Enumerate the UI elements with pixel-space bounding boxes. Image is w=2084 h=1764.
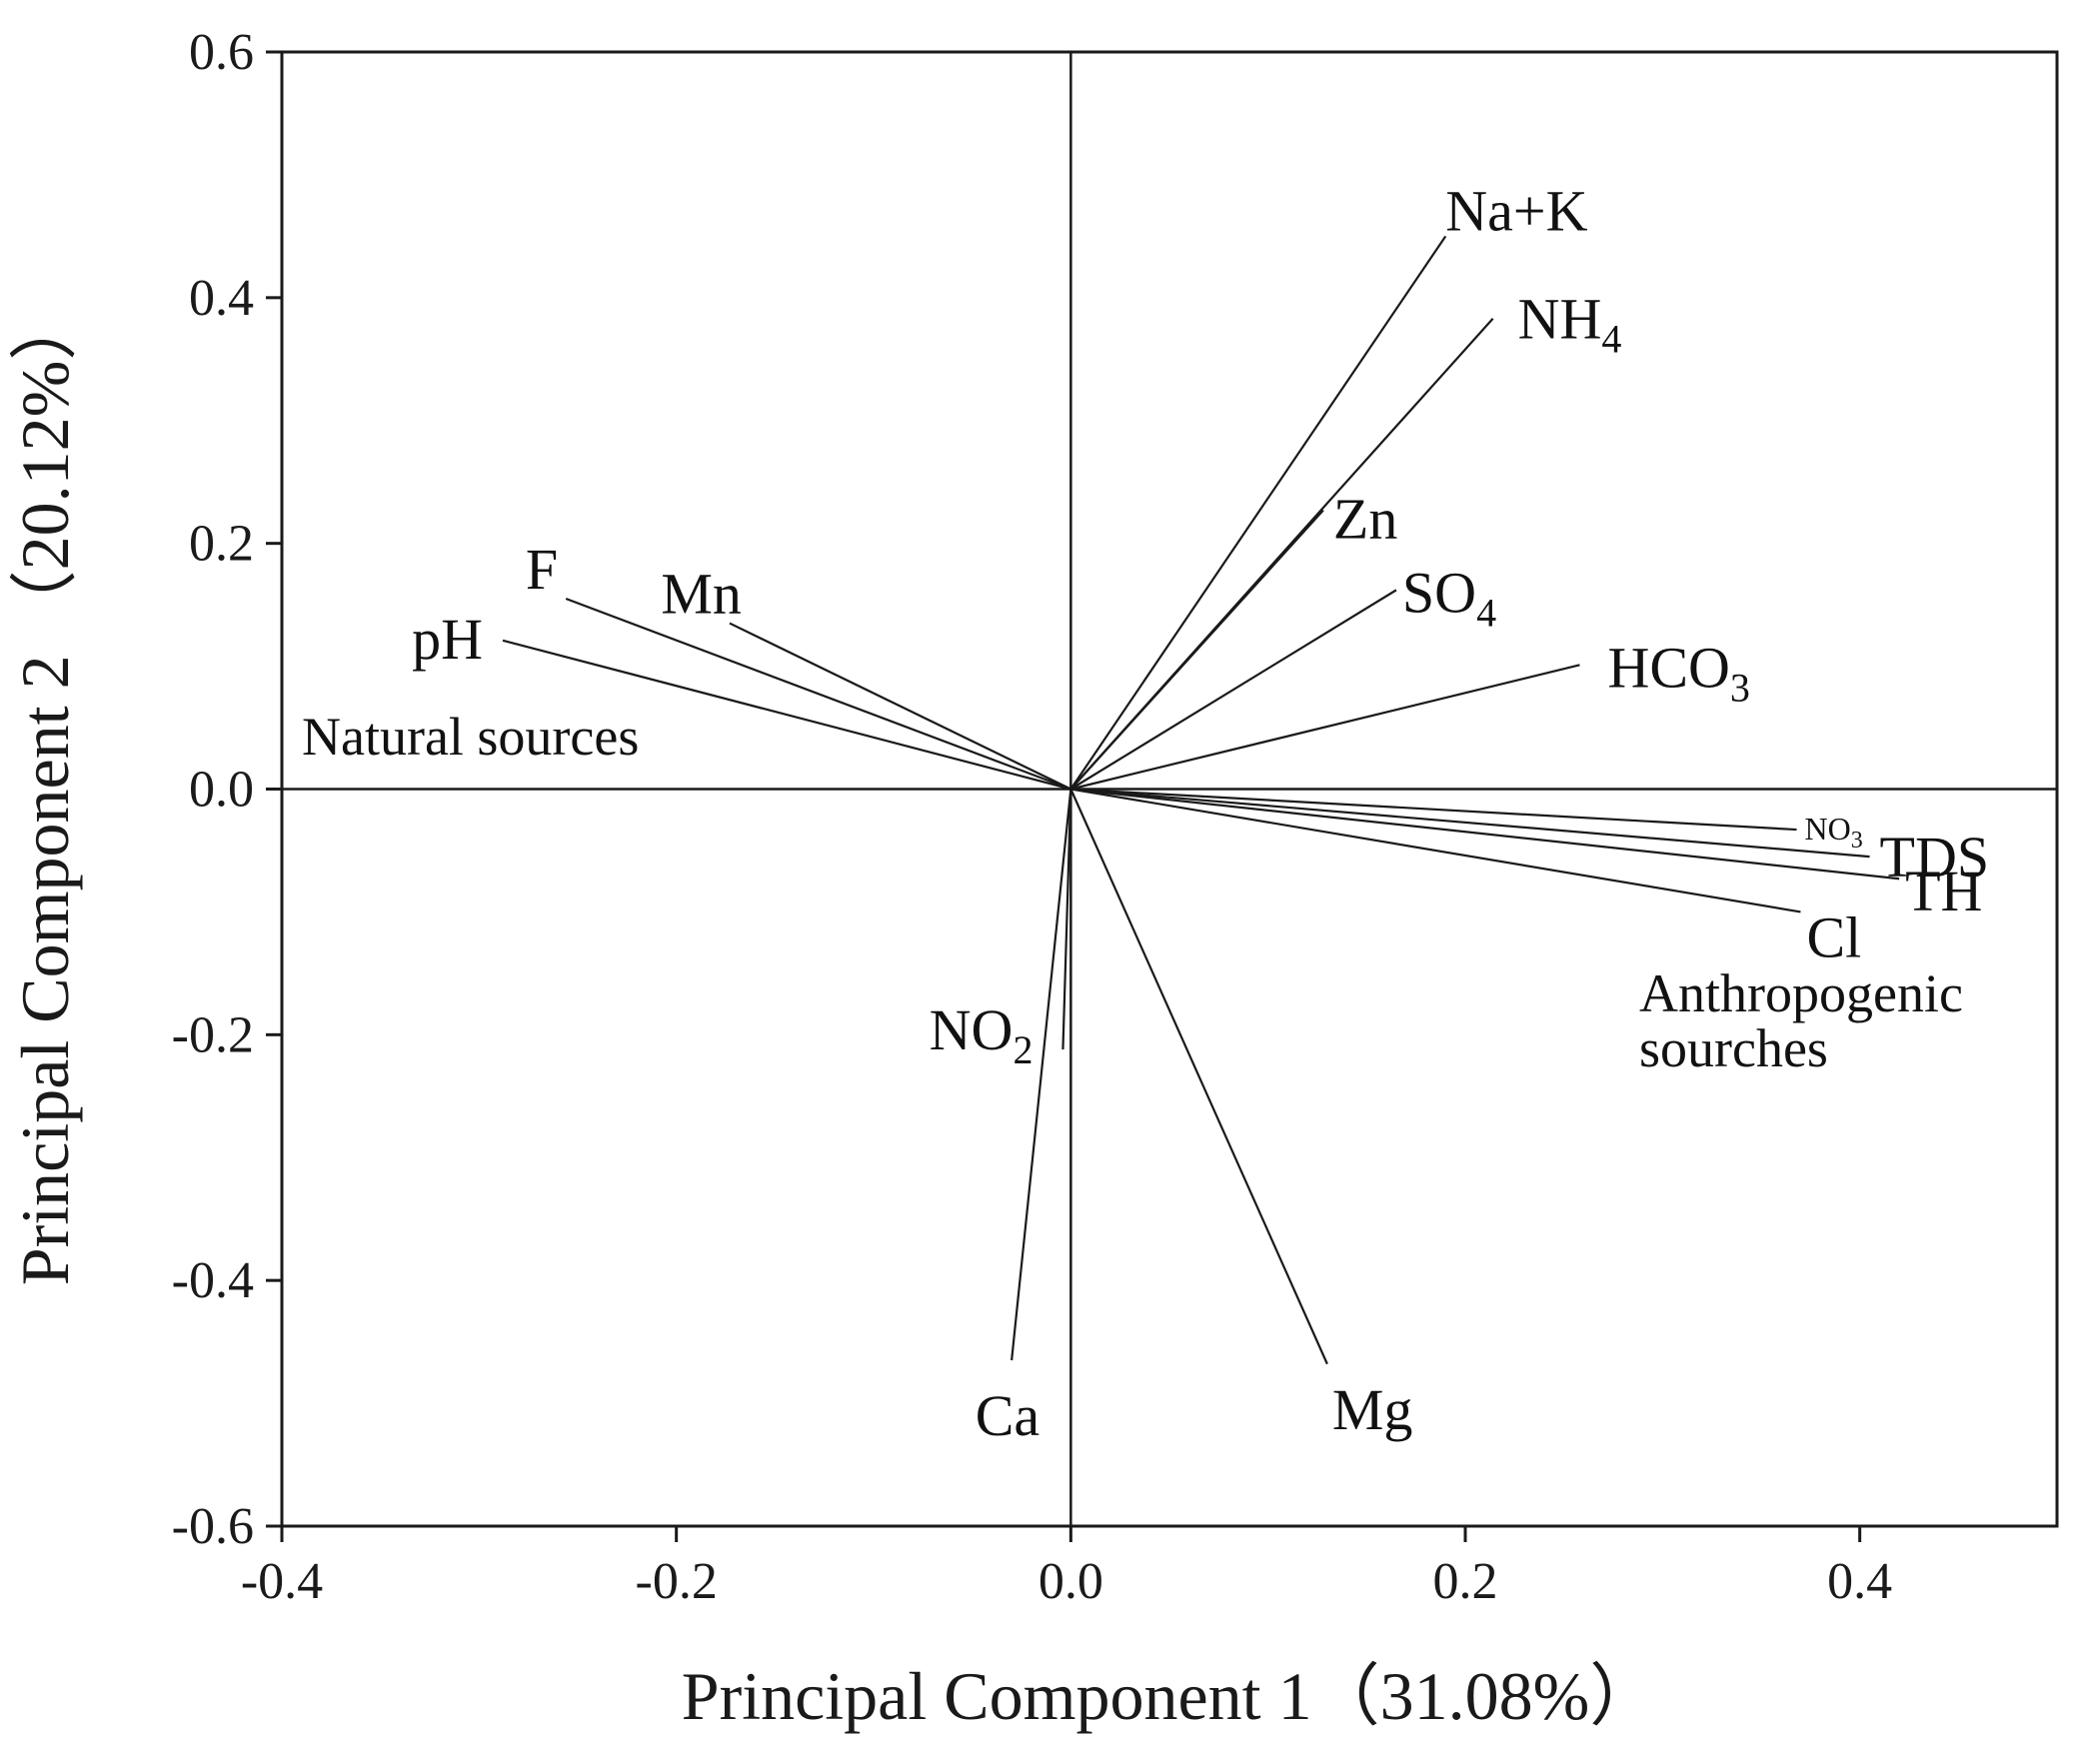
vector-label-mg: Mg [1332,1377,1413,1442]
y-axis-ticks: -0.6 -0.4 -0.2 0.0 0.2 0.4 0.6 [172,24,282,1555]
x-axis-title: Principal Component 1（31.08%） [682,1658,1657,1734]
loading-vector-zn [1069,509,1324,791]
vector-label-zn: Zn [1333,486,1397,551]
x-tick-label: 0.2 [1433,1553,1498,1610]
loading-vector-tds [1070,788,1870,859]
loading-vector-no2 [1061,789,1072,1050]
x-tick-label: -0.2 [636,1553,718,1610]
y-tick-label: 0.6 [189,24,254,81]
vector-label-mn: Mn [661,562,742,627]
annotation-text: Natural sources [302,707,639,767]
vector-label-hco3: HCO3 [1607,635,1749,710]
x-tick-label: -0.4 [241,1553,323,1610]
vector-label-no2: NO2 [930,997,1034,1072]
vector-label-na-k: Na+K [1445,178,1587,243]
x-tick-label: 0.4 [1827,1553,1892,1610]
y-tick-label: -0.2 [172,1006,254,1063]
vector-label-f: F [526,537,558,602]
loading-vectors [502,235,1900,1365]
vector-label-th: TH [1905,859,1982,923]
loading-vector-no3 [1070,788,1797,832]
y-axis-title: Principal Component 2 （20.12%） [7,293,83,1285]
loading-vector-na-k [1069,235,1447,791]
loading-vector-f [565,597,1071,791]
x-axis-ticks: -0.4 -0.2 0.0 0.2 0.4 [241,1526,1892,1610]
annotation-text: sourches [1639,1018,1828,1078]
loading-vector-so4 [1069,589,1397,791]
loading-vector-ph [502,639,1071,791]
loading-vector-hco3 [1070,664,1580,791]
annotation-text: Anthropogenic [1639,963,1963,1023]
loading-vector-cl [1070,788,1801,913]
y-tick-label: 0.4 [189,270,254,327]
y-tick-label: 0.2 [189,516,254,573]
vector-label-ph: pH [412,607,483,672]
x-tick-label: 0.0 [1039,1553,1103,1610]
y-tick-label: -0.4 [172,1252,254,1309]
vector-label-nh4: NH4 [1518,287,1622,362]
vector-label-tds: TDS [1880,825,1990,889]
loading-vector-mn [729,622,1071,791]
vector-label-cl: Cl [1806,904,1861,969]
vector-label-no3: NO3 [1805,811,1863,854]
loading-vector-ca [1011,789,1072,1361]
loading-vector-th [1070,788,1900,881]
y-tick-label: -0.6 [172,1498,254,1555]
vector-label-ca: Ca [976,1383,1040,1448]
y-tick-label: 0.0 [189,762,254,819]
loading-vector-mg [1069,789,1328,1365]
vector-label-so4: SO4 [1402,560,1496,635]
